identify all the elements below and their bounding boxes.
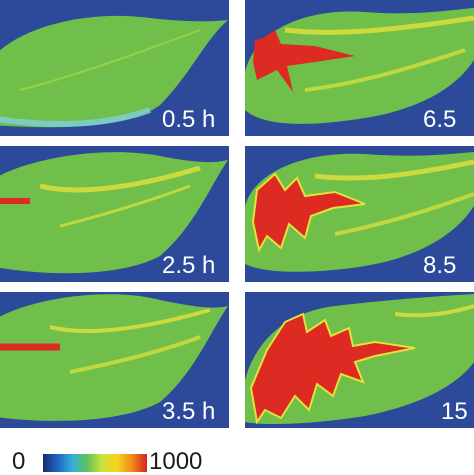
leaf-image	[245, 294, 474, 425]
time-label: 3.5 h	[162, 398, 216, 425]
leaf-panel-2: 6.5	[245, 0, 474, 136]
scale-min-label: 0	[12, 448, 26, 475]
leaf-image	[0, 15, 228, 128]
leaf-image	[0, 152, 228, 274]
leaf-image	[0, 294, 228, 421]
leaf-image	[245, 8, 474, 124]
leaf-panel-1: 0.5 h	[0, 0, 229, 136]
time-label: 6.5	[423, 106, 457, 133]
leaf-panel-3: 2.5 h	[0, 146, 229, 282]
leaf-panel-5: 3.5 h	[0, 292, 229, 428]
time-label: 15	[441, 398, 468, 425]
color-scale: 0 1000	[0, 448, 474, 474]
time-label: 8.5	[423, 252, 457, 279]
time-label: 2.5 h	[162, 252, 216, 279]
time-label: 0.5 h	[162, 106, 216, 133]
leaf-panel-4: 8.5	[245, 146, 474, 282]
color-gradient-bar	[43, 454, 147, 472]
leaf-image	[245, 152, 474, 272]
scale-max-label: 1000	[149, 448, 203, 475]
leaf-panel-6: 15	[245, 292, 474, 428]
